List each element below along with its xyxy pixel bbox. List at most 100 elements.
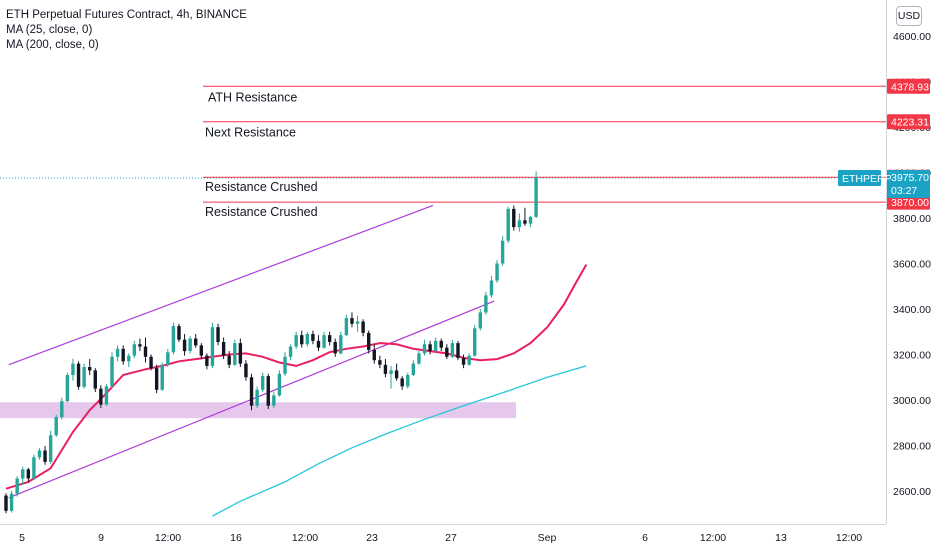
- candle[interactable]: [445, 344, 449, 360]
- candle[interactable]: [383, 359, 388, 378]
- candle[interactable]: [355, 315, 360, 332]
- candle[interactable]: [82, 363, 86, 389]
- candle[interactable]: [48, 430, 53, 464]
- candle[interactable]: [221, 337, 226, 360]
- candle[interactable]: [484, 291, 488, 315]
- candle[interactable]: [121, 345, 125, 365]
- candle[interactable]: [171, 322, 176, 355]
- candle[interactable]: [4, 493, 8, 514]
- candle[interactable]: [523, 207, 527, 226]
- candle[interactable]: [21, 466, 25, 485]
- candle[interactable]: [160, 362, 164, 391]
- candle[interactable]: [182, 334, 187, 356]
- candle[interactable]: [277, 370, 282, 397]
- candle[interactable]: [417, 351, 421, 365]
- candle[interactable]: [272, 392, 276, 408]
- candle[interactable]: [43, 445, 47, 465]
- candle[interactable]: [244, 360, 248, 381]
- channel-upper-line[interactable]: [8, 204, 434, 366]
- candle[interactable]: [249, 373, 254, 411]
- candle[interactable]: [199, 343, 203, 360]
- candle[interactable]: [339, 331, 343, 355]
- candle[interactable]: [433, 337, 438, 353]
- candle[interactable]: [311, 330, 315, 345]
- candle[interactable]: [99, 385, 103, 408]
- ma25-line[interactable]: [5, 264, 588, 490]
- candle[interactable]: [400, 376, 404, 390]
- candle[interactable]: [322, 331, 326, 349]
- candle[interactable]: [528, 215, 533, 228]
- candle[interactable]: [266, 373, 270, 410]
- candle[interactable]: [188, 336, 192, 354]
- candle[interactable]: [60, 397, 64, 420]
- candle[interactable]: [110, 352, 114, 388]
- candle[interactable]: [255, 386, 259, 408]
- candle[interactable]: [461, 354, 466, 369]
- candle[interactable]: [37, 448, 42, 460]
- candle[interactable]: [344, 314, 349, 337]
- candle[interactable]: [411, 360, 416, 377]
- candle[interactable]: [439, 338, 443, 352]
- candle[interactable]: [372, 344, 376, 364]
- candle[interactable]: [216, 323, 220, 346]
- candle[interactable]: [32, 454, 36, 481]
- candle[interactable]: [394, 363, 399, 381]
- resistance-annotation[interactable]: Resistance Crushed: [205, 180, 318, 194]
- candle[interactable]: [517, 213, 522, 232]
- candle[interactable]: [65, 372, 70, 403]
- candle[interactable]: [194, 334, 198, 348]
- candle[interactable]: [205, 353, 209, 370]
- candle[interactable]: [143, 337, 148, 363]
- candle[interactable]: [177, 323, 181, 342]
- legend-title[interactable]: ETH Perpetual Futures Contract, 4h, BINA…: [6, 9, 247, 21]
- resistance-annotation[interactable]: Resistance Crushed: [205, 205, 318, 219]
- candle[interactable]: [478, 309, 482, 331]
- candle[interactable]: [428, 340, 432, 355]
- candle[interactable]: [238, 338, 243, 368]
- candle[interactable]: [294, 331, 298, 349]
- candle[interactable]: [233, 339, 237, 366]
- candle[interactable]: [93, 368, 97, 393]
- candle[interactable]: [138, 338, 142, 352]
- candle[interactable]: [500, 236, 505, 266]
- candle[interactable]: [506, 206, 510, 244]
- candle[interactable]: [127, 353, 131, 368]
- candle[interactable]: [450, 339, 455, 358]
- support-zone[interactable]: [0, 402, 516, 419]
- candle[interactable]: [15, 476, 19, 497]
- candle[interactable]: [350, 312, 354, 328]
- candle[interactable]: [316, 335, 321, 352]
- candle[interactable]: [489, 276, 494, 298]
- candle[interactable]: [104, 384, 109, 406]
- candle[interactable]: [473, 324, 477, 357]
- candle[interactable]: [288, 344, 293, 361]
- candle[interactable]: [512, 205, 516, 231]
- legend-ma200[interactable]: MA (200, close, 0): [6, 39, 99, 51]
- candle[interactable]: [361, 319, 365, 337]
- candle[interactable]: [456, 340, 460, 361]
- candle[interactable]: [154, 364, 159, 394]
- symbol-tag[interactable]: ETHPERP: [842, 173, 892, 185]
- candle[interactable]: [534, 171, 538, 218]
- candle[interactable]: [378, 355, 382, 369]
- candle[interactable]: [333, 338, 337, 357]
- candle[interactable]: [467, 353, 471, 366]
- candle[interactable]: [283, 352, 287, 377]
- candle[interactable]: [327, 331, 332, 346]
- resistance-annotation[interactable]: ATH Resistance: [208, 90, 297, 104]
- candle[interactable]: [76, 361, 81, 390]
- candle[interactable]: [305, 331, 310, 347]
- candle[interactable]: [71, 358, 75, 381]
- candle[interactable]: [367, 330, 371, 354]
- candle[interactable]: [260, 372, 265, 393]
- candle[interactable]: [132, 340, 137, 358]
- candle[interactable]: [115, 345, 120, 362]
- candle[interactable]: [88, 359, 92, 375]
- ma200-line[interactable]: [212, 365, 587, 517]
- candle[interactable]: [9, 491, 14, 513]
- candle[interactable]: [406, 372, 410, 389]
- candle[interactable]: [26, 467, 31, 482]
- candle[interactable]: [149, 354, 153, 371]
- candle[interactable]: [422, 339, 427, 356]
